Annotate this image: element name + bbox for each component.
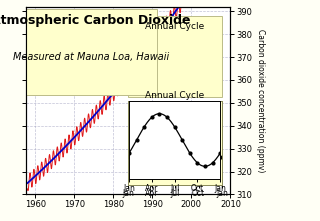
FancyBboxPatch shape <box>128 16 222 97</box>
FancyBboxPatch shape <box>26 8 157 95</box>
Text: Annual Cycle: Annual Cycle <box>145 22 204 31</box>
Text: Atmospheric Carbon Dioxide: Atmospheric Carbon Dioxide <box>0 14 191 27</box>
Y-axis label: Carbon dioxide concentration (ppmv): Carbon dioxide concentration (ppmv) <box>256 29 265 172</box>
Text: Measured at Mauna Loa, Hawaii: Measured at Mauna Loa, Hawaii <box>13 52 169 62</box>
